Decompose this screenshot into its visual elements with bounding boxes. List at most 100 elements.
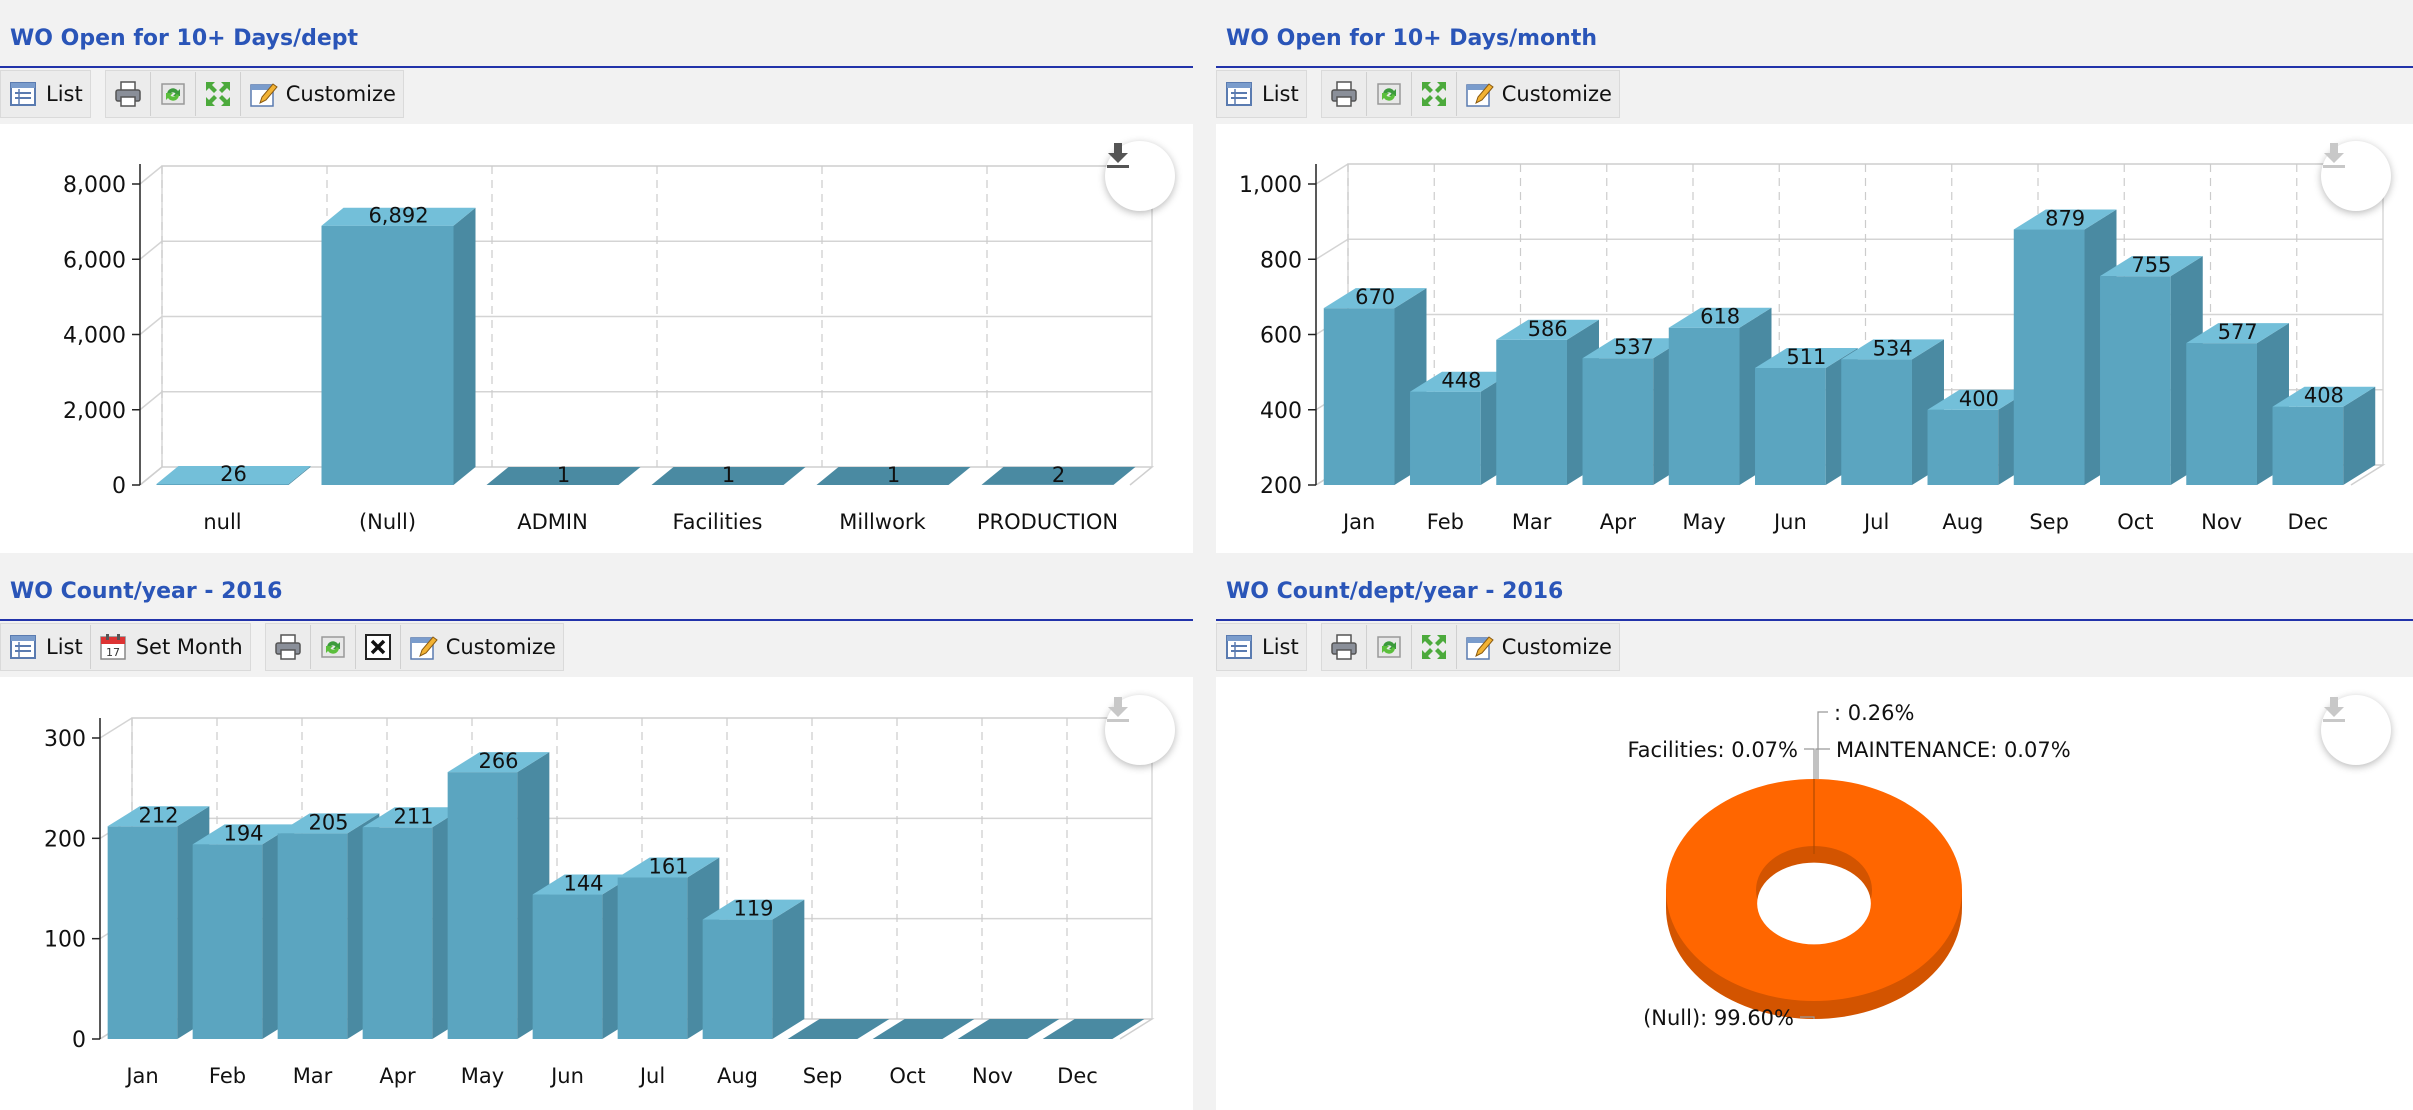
refresh-button[interactable] bbox=[149, 72, 195, 116]
customize-button[interactable]: Customize bbox=[239, 72, 403, 116]
y-tick-label: 6,000 bbox=[63, 248, 126, 273]
print-button[interactable] bbox=[1322, 625, 1366, 669]
print-button[interactable] bbox=[266, 625, 310, 669]
panel-title-bar: WO Open for 10+ Days/month bbox=[1216, 0, 2413, 68]
panel-wo-count-year: WO Count/year - 2016 List 17 Set Month bbox=[0, 553, 1193, 1110]
bar bbox=[1668, 307, 1772, 485]
bar-top bbox=[486, 466, 641, 485]
x-tick-label: Aug bbox=[1942, 510, 1983, 534]
gridline bbox=[1315, 238, 2383, 260]
customize-label: Customize bbox=[1501, 82, 1612, 106]
refresh-button[interactable] bbox=[1365, 72, 1411, 116]
bar bbox=[981, 466, 1136, 485]
download-button[interactable] bbox=[2321, 141, 2391, 211]
slice-label: Facilities: 0.07% bbox=[1628, 738, 1798, 762]
data-label: 408 bbox=[2304, 384, 2344, 408]
y-tick-label: 1,000 bbox=[1239, 173, 1302, 198]
bar-top bbox=[1410, 371, 1513, 392]
x-tick-label: Jul bbox=[1862, 510, 1889, 534]
bar-front bbox=[321, 225, 454, 485]
expand-icon bbox=[1421, 635, 1446, 659]
list-button[interactable]: List bbox=[1217, 625, 1306, 669]
bar bbox=[486, 466, 641, 485]
data-label: 755 bbox=[2131, 253, 2171, 277]
refresh-icon bbox=[320, 636, 345, 658]
list-button[interactable]: List bbox=[1217, 72, 1306, 116]
download-icon bbox=[2323, 143, 2345, 168]
bar-front bbox=[532, 894, 603, 1039]
bar-top bbox=[2013, 209, 2117, 230]
bar-front bbox=[617, 877, 688, 1039]
calendar-icon: 17 bbox=[99, 634, 126, 660]
customize-button[interactable]: Customize bbox=[399, 625, 563, 669]
y-tick-label: 200 bbox=[1260, 474, 1302, 499]
bar-front bbox=[277, 833, 348, 1039]
refresh-icon bbox=[1376, 636, 1401, 658]
customize-icon bbox=[1465, 83, 1494, 107]
maximize-button[interactable] bbox=[1410, 625, 1456, 669]
bar bbox=[156, 466, 311, 485]
refresh-button[interactable] bbox=[1365, 625, 1411, 669]
refresh-button[interactable] bbox=[309, 625, 355, 669]
data-label: 577 bbox=[2218, 320, 2258, 344]
maximize-button[interactable] bbox=[194, 72, 240, 116]
leader-line bbox=[1804, 748, 1815, 779]
bar-top bbox=[1582, 338, 1686, 359]
data-label: 211 bbox=[393, 804, 433, 828]
customize-button[interactable]: Customize bbox=[1455, 625, 1619, 669]
customize-button[interactable]: Customize bbox=[1455, 72, 1619, 116]
bar-top bbox=[2100, 256, 2203, 277]
chart-area: 0 2,000 4,000 6,000 8,000 26 null 6,892 (Null) 1 A… bbox=[0, 124, 1193, 553]
set-month-button[interactable]: 17 Set Month bbox=[89, 625, 250, 669]
chart-area: : 0.26% Facilities: 0.07% MAINTENANCE: 0.0… bbox=[1216, 677, 2413, 1110]
bar-side bbox=[772, 899, 805, 1039]
bar-front bbox=[2272, 406, 2344, 485]
x-tick-label: Jul bbox=[638, 1064, 665, 1088]
customize-icon bbox=[249, 83, 278, 107]
bar-front bbox=[2013, 229, 2085, 485]
data-label: 205 bbox=[308, 810, 348, 834]
x-tick-label: Feb bbox=[1427, 510, 1464, 534]
list-button[interactable]: List bbox=[1, 625, 90, 669]
customize-icon bbox=[1465, 636, 1494, 660]
slice-label: MAINTENANCE: 0.07% bbox=[1836, 738, 2071, 762]
bar-chart: 0 2,000 4,000 6,000 8,000 26 null 6,892 (Null) 1 A… bbox=[63, 164, 1155, 534]
close-icon bbox=[364, 634, 391, 660]
donut bbox=[1666, 779, 1962, 1019]
bar-top bbox=[277, 813, 380, 834]
bar-top bbox=[192, 824, 295, 845]
list-icon bbox=[10, 635, 36, 659]
close-button[interactable] bbox=[354, 625, 400, 669]
set-month-label: Set Month bbox=[135, 635, 243, 659]
data-label: 537 bbox=[1614, 335, 1654, 359]
list-button[interactable]: List bbox=[1, 72, 90, 116]
slice-label: : 0.26% bbox=[1834, 701, 1914, 725]
data-label: 618 bbox=[1700, 305, 1740, 329]
y-tick-label: 2,000 bbox=[63, 399, 126, 424]
bar-top bbox=[2272, 386, 2376, 407]
bar-front bbox=[1410, 391, 1481, 485]
download-button[interactable] bbox=[1105, 141, 1175, 211]
leader-line bbox=[1800, 1016, 1815, 1019]
download-button[interactable] bbox=[1105, 695, 1175, 765]
bar-top bbox=[362, 807, 465, 828]
data-label: 534 bbox=[1873, 336, 1913, 360]
data-label: 1 bbox=[722, 463, 735, 487]
x-tick-label: Mar bbox=[1512, 510, 1552, 534]
print-button[interactable] bbox=[1322, 72, 1366, 116]
maximize-button[interactable] bbox=[1410, 72, 1456, 116]
bar-top bbox=[532, 874, 635, 895]
bar-front bbox=[1927, 409, 1999, 485]
bar bbox=[1410, 371, 1513, 485]
download-button[interactable] bbox=[2321, 695, 2391, 765]
bar-front bbox=[362, 827, 433, 1039]
bar-top bbox=[156, 466, 311, 485]
bar-side bbox=[453, 207, 476, 485]
bar-top bbox=[1755, 347, 1858, 368]
x-tick-label: Jan bbox=[1341, 510, 1375, 534]
bar-front bbox=[156, 484, 289, 485]
donut-chart: : 0.26% Facilities: 0.07% MAINTENANCE: 0.0… bbox=[1628, 701, 2071, 1030]
gridline bbox=[139, 240, 1152, 260]
bar-front bbox=[702, 919, 773, 1039]
print-button[interactable] bbox=[106, 72, 150, 116]
